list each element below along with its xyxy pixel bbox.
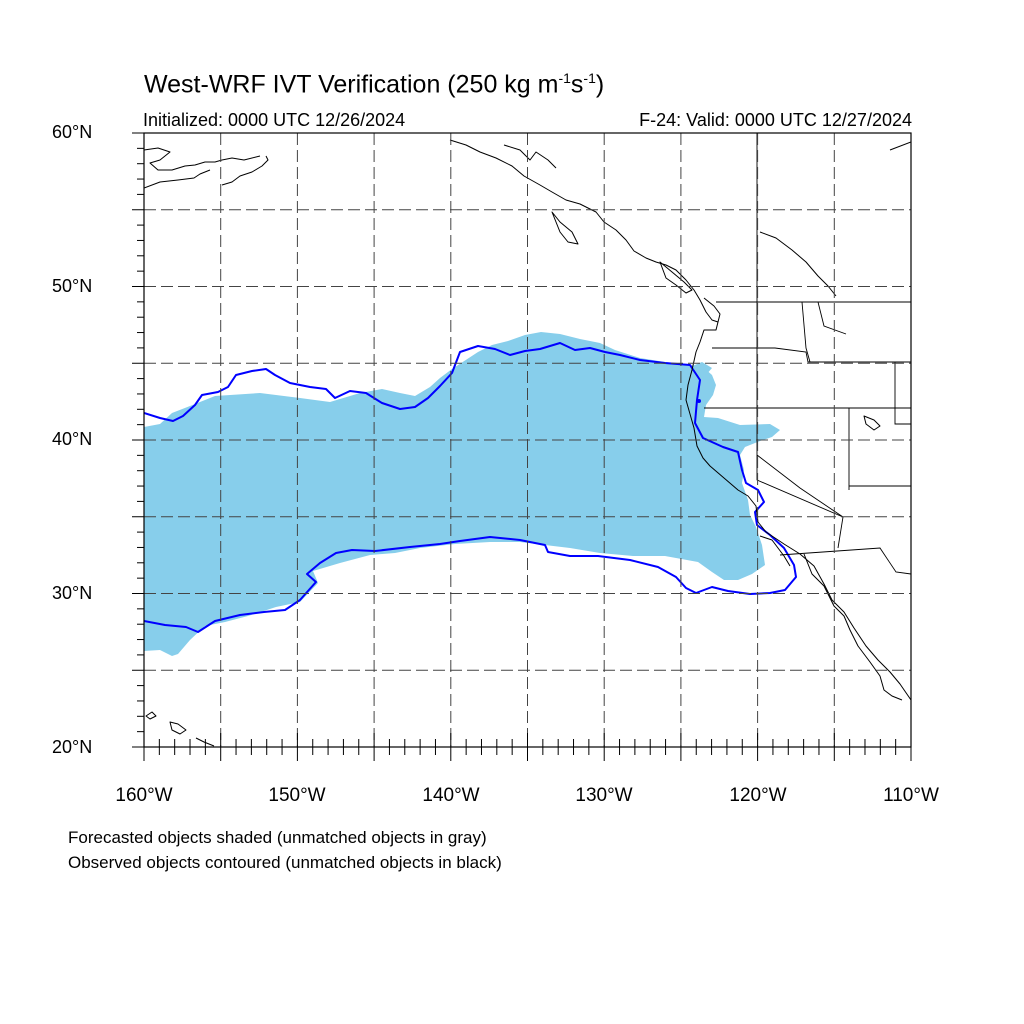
valid-time: F-24: Valid: 0000 UTC 12/27/2024 [639, 110, 912, 130]
lat-label-30n: 30°N [52, 583, 93, 603]
observed-ivt-contour [144, 342, 797, 633]
lon-label-140w: 140°W [422, 785, 480, 806]
observed-ivt-point [697, 399, 701, 403]
lat-label-50n: 50°N [52, 276, 93, 296]
lon-label-130w: 130°W [575, 785, 633, 806]
lon-label-120w: 120°W [729, 785, 787, 806]
observed-note: Observed objects contoured (unmatched ob… [68, 853, 502, 872]
lat-label-20n: 20°N [52, 737, 93, 757]
initialized-time: Initialized: 0000 UTC 12/26/2024 [143, 110, 406, 130]
forecast-ivt-object [144, 332, 780, 656]
lat-label-60n: 60°N [52, 122, 93, 142]
lat-lon-grid [144, 133, 911, 747]
lat-label-40n: 40°N [52, 429, 93, 449]
lon-label-160w: 160°W [115, 785, 173, 806]
lon-label-150w: 150°W [268, 785, 326, 806]
chart-title: West-WRF IVT Verification (250 kg m-1s-1… [144, 70, 605, 99]
axis-ticks [132, 132, 912, 761]
forecast-note: Forecasted objects shaded (unmatched obj… [68, 828, 487, 847]
political-boundaries [704, 133, 911, 575]
lon-label-110w: 110°W [883, 785, 939, 806]
